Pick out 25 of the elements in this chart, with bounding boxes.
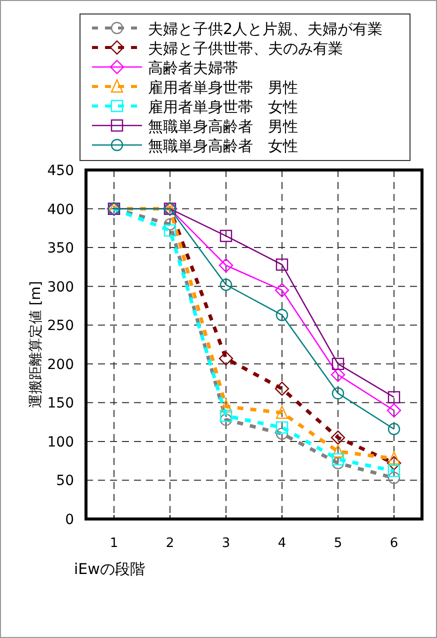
y-tick-label: 350 (47, 240, 74, 257)
y-tick-label: 150 (47, 396, 74, 412)
x-tick-label: 1 (110, 536, 118, 551)
y-tick-label: 450 (47, 163, 74, 179)
x-axis-title: iEwの段階 (74, 560, 145, 578)
y-tick-label: 200 (47, 356, 74, 373)
y-tick-label: 100 (47, 434, 74, 450)
y-tick-label: 300 (47, 279, 74, 296)
legend-label: 高齢者夫婦帯 (148, 59, 238, 77)
legend-label: 雇用者単身世帯 女性 (148, 98, 298, 116)
y-tick-label: 400 (47, 202, 74, 218)
x-tick-label: 2 (166, 536, 174, 551)
legend-label: 夫婦と子供世帯、夫のみ有業 (148, 40, 343, 58)
y-tick-label: 250 (47, 318, 74, 334)
legend-label: 無職単身高齢者 女性 (148, 137, 298, 155)
legend-label: 夫婦と子供2人と片親、夫婦が有業 (148, 20, 383, 38)
y-tick-label: 50 (56, 473, 74, 490)
y-axis-title: 運搬距離算定値 [m] (28, 280, 44, 408)
y-tick-label: 0 (65, 512, 74, 528)
legend-label: 雇用者単身世帯 男性 (148, 78, 298, 96)
x-tick-label: 6 (390, 536, 398, 551)
x-tick-label: 4 (278, 536, 286, 551)
x-tick-label: 5 (334, 536, 342, 551)
legend-label: 無職単身高齢者 男性 (148, 118, 298, 136)
x-tick-label: 3 (222, 536, 230, 551)
